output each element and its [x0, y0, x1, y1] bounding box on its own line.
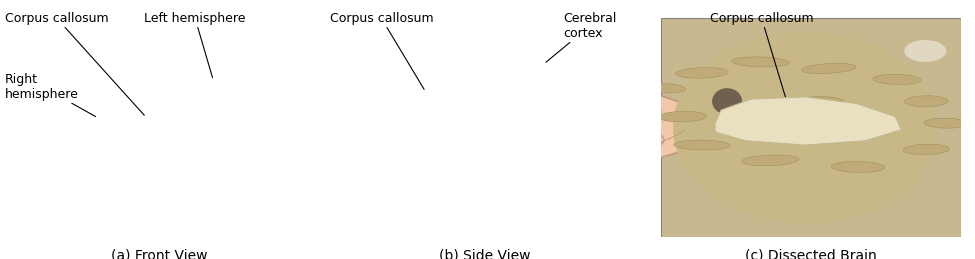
- Text: Left hemisphere: Left hemisphere: [144, 12, 246, 78]
- Text: Corpus callosum: Corpus callosum: [710, 12, 813, 105]
- Ellipse shape: [116, 98, 202, 140]
- Text: Corpus callosum: Corpus callosum: [330, 12, 433, 89]
- Polygon shape: [161, 117, 196, 128]
- Polygon shape: [260, 74, 709, 175]
- Ellipse shape: [358, 96, 577, 145]
- Ellipse shape: [742, 155, 799, 166]
- Ellipse shape: [873, 74, 921, 84]
- Polygon shape: [434, 146, 468, 175]
- FancyBboxPatch shape: [661, 18, 961, 237]
- Ellipse shape: [924, 118, 967, 128]
- Ellipse shape: [20, 75, 152, 152]
- Ellipse shape: [905, 96, 948, 107]
- Polygon shape: [715, 97, 901, 145]
- Ellipse shape: [383, 104, 553, 140]
- Text: (c) Dissected Brain: (c) Dissected Brain: [745, 248, 878, 259]
- Text: Corpus callosum: Corpus callosum: [5, 12, 144, 115]
- Ellipse shape: [417, 116, 495, 131]
- Ellipse shape: [658, 111, 707, 122]
- Ellipse shape: [24, 143, 123, 166]
- Ellipse shape: [832, 161, 884, 172]
- Polygon shape: [122, 117, 157, 128]
- Ellipse shape: [152, 124, 166, 133]
- Ellipse shape: [903, 144, 950, 155]
- Ellipse shape: [195, 143, 293, 166]
- Ellipse shape: [904, 40, 947, 62]
- Text: (a) Front View: (a) Front View: [111, 248, 207, 259]
- Ellipse shape: [673, 31, 937, 224]
- Text: Right
hemisphere: Right hemisphere: [5, 73, 96, 117]
- Ellipse shape: [14, 77, 304, 166]
- Ellipse shape: [712, 88, 742, 114]
- Ellipse shape: [731, 57, 790, 67]
- Ellipse shape: [641, 83, 685, 93]
- Ellipse shape: [795, 97, 843, 106]
- Polygon shape: [90, 109, 228, 116]
- Ellipse shape: [166, 75, 297, 152]
- Ellipse shape: [801, 63, 856, 74]
- Ellipse shape: [676, 68, 728, 78]
- Text: Cerebral
cortex: Cerebral cortex: [546, 12, 617, 62]
- Ellipse shape: [94, 77, 224, 151]
- Ellipse shape: [674, 140, 730, 150]
- Polygon shape: [373, 99, 563, 113]
- Polygon shape: [151, 146, 167, 166]
- Ellipse shape: [444, 114, 469, 121]
- Polygon shape: [428, 145, 473, 176]
- Text: (b) Side View: (b) Side View: [439, 248, 530, 259]
- Polygon shape: [143, 145, 175, 167]
- Ellipse shape: [537, 125, 664, 155]
